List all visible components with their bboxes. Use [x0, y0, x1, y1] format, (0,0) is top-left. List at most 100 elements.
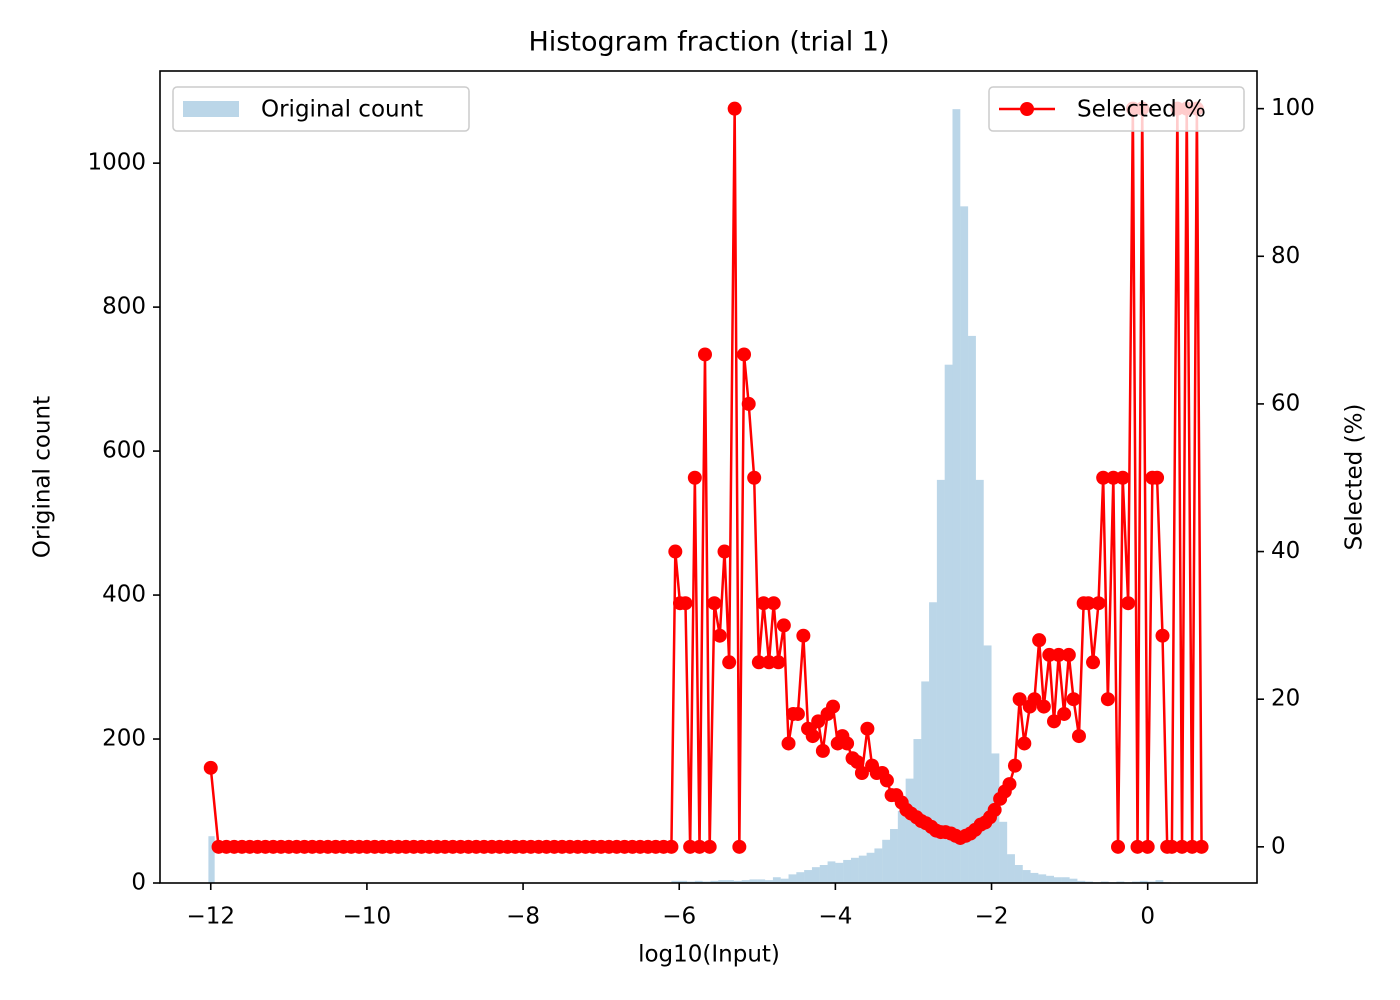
- line-marker: [1061, 647, 1076, 662]
- line-marker: [1194, 839, 1209, 854]
- histogram-bar: [952, 109, 961, 884]
- y-tick-label: 0: [131, 870, 146, 896]
- legend-patch: [183, 101, 239, 117]
- line-marker: [1100, 692, 1115, 707]
- line-marker: [678, 596, 693, 611]
- histogram-bar: [1030, 872, 1039, 883]
- y2-tick-label: 40: [1271, 538, 1300, 564]
- line-marker: [717, 544, 732, 559]
- y-tick-label: 600: [102, 438, 146, 464]
- histogram-bar: [866, 852, 875, 883]
- line-marker: [692, 839, 707, 854]
- legend-box: [988, 86, 1245, 132]
- histogram-bar: [905, 778, 914, 883]
- histogram-bar: [983, 645, 992, 883]
- legend-marker: [1020, 102, 1034, 116]
- histogram-bar: [1077, 880, 1086, 883]
- legend-label: Original count: [261, 97, 423, 123]
- line-marker: [790, 706, 805, 721]
- line-marker: [1111, 839, 1126, 854]
- legend-box: [172, 86, 470, 132]
- line-marker: [1002, 777, 1017, 792]
- line-marker: [1164, 839, 1179, 854]
- histogram-bar: [1061, 877, 1070, 883]
- line-marker: [756, 596, 771, 611]
- histogram-bar: [757, 879, 766, 883]
- legend: Selected %: [988, 86, 1245, 132]
- x-tick-label: −8: [506, 904, 540, 930]
- x-tick-label: −2: [975, 904, 1009, 930]
- line-marker: [1036, 699, 1051, 714]
- line-marker: [737, 347, 752, 362]
- histogram-bar: [968, 335, 976, 883]
- line-marker: [751, 655, 766, 670]
- line-marker: [697, 347, 712, 362]
- line-marker: [712, 628, 727, 643]
- line-marker: [1017, 736, 1032, 751]
- histogram-bar: [671, 880, 680, 883]
- line-marker: [854, 766, 869, 781]
- histogram-bar: [1022, 870, 1031, 883]
- line-marker: [664, 839, 679, 854]
- y-tick-label: 1000: [87, 150, 146, 176]
- line-marker: [879, 773, 894, 788]
- histogram-bar: [890, 829, 898, 883]
- histogram-bar: [208, 836, 215, 883]
- histogram-bar: [1038, 874, 1047, 883]
- line-marker: [1027, 692, 1042, 707]
- histogram-bar: [804, 870, 812, 883]
- y2-tick-label: 60: [1271, 390, 1300, 416]
- histogram-bar: [835, 862, 844, 883]
- y-tick-label: 800: [102, 294, 146, 320]
- line-marker: [1012, 692, 1027, 707]
- line-marker: [702, 839, 717, 854]
- line-marker: [850, 754, 865, 769]
- line-marker: [741, 396, 756, 411]
- legend-label: Selected %: [1077, 97, 1206, 123]
- x-tick-label: −6: [662, 904, 696, 930]
- line-marker: [707, 596, 722, 611]
- y2-tick-label: 20: [1271, 686, 1300, 712]
- histogram-bar: [772, 877, 781, 883]
- line-marker: [1066, 692, 1081, 707]
- legend: Original count: [172, 86, 470, 132]
- histogram-bar: [858, 855, 867, 883]
- line-marker: [840, 736, 855, 751]
- histogram-bar: [780, 878, 789, 883]
- histogram-bar: [679, 880, 688, 883]
- histogram-bar: [796, 872, 805, 883]
- y2-tick-label: 100: [1271, 95, 1315, 121]
- y-tick-label: 400: [102, 582, 146, 608]
- line-marker: [1096, 470, 1111, 485]
- line-marker: [203, 760, 218, 775]
- y-axis-label: Original count: [30, 396, 56, 558]
- line-marker: [1130, 839, 1145, 854]
- chart-title: Histogram fraction (trial 1): [528, 27, 889, 58]
- histogram-bar: [960, 206, 969, 884]
- histogram-bar: [819, 865, 828, 883]
- histogram-bar: [733, 880, 742, 883]
- line-marker: [1121, 596, 1136, 611]
- line-marker: [1057, 706, 1072, 721]
- histogram-bar: [765, 880, 773, 883]
- histogram-bar: [1155, 880, 1164, 883]
- histogram-bar: [921, 681, 930, 883]
- histogram-bar: [1007, 854, 1015, 883]
- histogram-bar: [843, 859, 851, 883]
- line-marker: [1086, 655, 1101, 670]
- x-tick-label: −10: [343, 904, 392, 930]
- plot-frame: [159, 70, 1258, 884]
- line-marker: [805, 729, 820, 744]
- histogram-bar: [1069, 878, 1078, 883]
- histogram-bar: [850, 857, 859, 883]
- line-marker: [1007, 758, 1022, 773]
- histogram-bar: [694, 880, 703, 883]
- line-marker: [811, 714, 826, 729]
- line-marker: [727, 101, 742, 116]
- x-tick-label: 0: [1140, 904, 1155, 930]
- histogram-bar: [1139, 880, 1148, 883]
- histogram-bar: [749, 879, 758, 883]
- line-marker: [796, 628, 811, 643]
- x-tick-label: −12: [186, 904, 235, 930]
- line-marker: [1046, 714, 1061, 729]
